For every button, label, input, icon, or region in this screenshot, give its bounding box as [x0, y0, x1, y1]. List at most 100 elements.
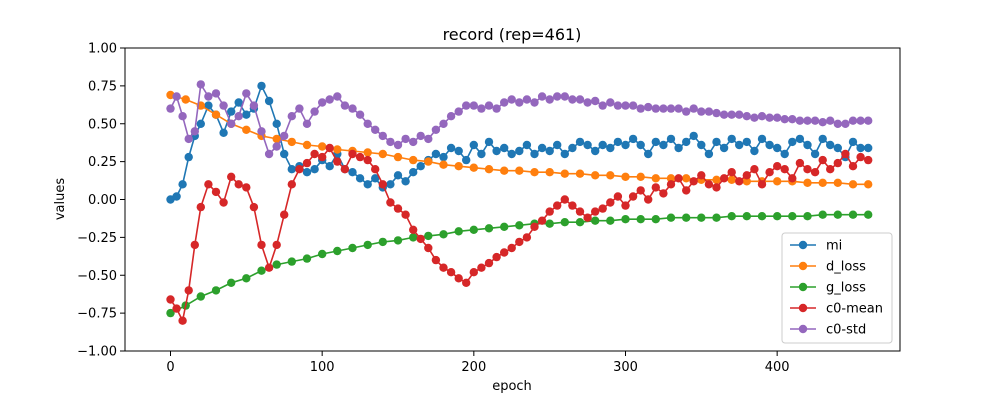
- data-point-mi: [651, 137, 660, 147]
- data-point-mi: [864, 143, 873, 153]
- data-point-c0-std: [682, 107, 691, 116]
- data-point-mi: [530, 149, 539, 159]
- data-point-c0-std: [318, 98, 327, 107]
- data-point-d_loss: [424, 157, 433, 166]
- data-point-mi: [484, 137, 494, 147]
- data-point-mi: [401, 177, 410, 186]
- data-point-c0-mean: [196, 202, 205, 212]
- data-point-mi: [477, 149, 486, 159]
- data-point-c0-mean: [666, 180, 676, 189]
- data-point-c0-std: [310, 107, 319, 116]
- data-point-c0-std: [833, 119, 842, 128]
- data-point-c0-mean: [560, 195, 569, 204]
- data-point-mi: [682, 137, 691, 147]
- data-point-c0-mean: [628, 192, 638, 201]
- data-point-mi: [621, 140, 630, 150]
- legend-label: g_loss: [826, 281, 866, 296]
- data-point-d_loss: [666, 174, 676, 183]
- data-point-d_loss: [378, 149, 387, 159]
- data-point-c0-mean: [454, 274, 463, 283]
- plot-area: [166, 80, 873, 325]
- data-point-c0-std: [712, 108, 721, 118]
- data-point-c0-std: [242, 89, 251, 98]
- data-point-g_loss: [545, 219, 554, 228]
- data-point-c0-std: [172, 92, 181, 101]
- data-point-c0-mean: [537, 216, 547, 225]
- data-point-c0-std: [211, 89, 221, 98]
- y-tick-label: 0.00: [88, 193, 117, 208]
- data-point-mi: [469, 140, 478, 150]
- data-point-d_loss: [409, 155, 418, 165]
- data-point-mi: [742, 137, 751, 147]
- data-point-c0-mean: [727, 168, 736, 177]
- x-tick-label: 200: [461, 360, 486, 375]
- data-point-g_loss: [378, 237, 387, 247]
- data-point-c0-mean: [553, 201, 562, 210]
- data-point-c0-std: [204, 92, 213, 101]
- data-point-c0-mean: [810, 168, 820, 177]
- data-point-c0-mean: [500, 248, 509, 257]
- data-point-mi: [666, 134, 676, 144]
- data-point-d_loss: [318, 142, 327, 151]
- data-point-d_loss: [651, 174, 660, 183]
- data-point-c0-std: [219, 101, 228, 110]
- y-tick-label: −0.25: [77, 231, 117, 246]
- data-point-g_loss: [227, 278, 236, 287]
- data-point-c0-std: [644, 102, 653, 112]
- data-point-c0-std: [575, 95, 585, 104]
- data-point-c0-std: [257, 127, 266, 136]
- data-point-mi: [386, 180, 395, 189]
- data-point-c0-mean: [750, 165, 759, 174]
- data-point-mi: [780, 149, 789, 159]
- series-mi: [166, 81, 873, 204]
- data-point-mi: [818, 134, 827, 144]
- data-point-c0-mean: [166, 295, 175, 304]
- data-point-c0-mean: [393, 204, 403, 213]
- data-point-mi: [606, 143, 615, 153]
- data-point-mi: [325, 162, 334, 171]
- data-point-g_loss: [409, 233, 418, 242]
- data-point-c0-std: [424, 134, 433, 144]
- data-point-mi: [628, 134, 638, 144]
- data-point-c0-std: [234, 112, 243, 121]
- data-point-d_loss: [742, 177, 751, 186]
- data-point-c0-mean: [682, 186, 691, 195]
- data-point-c0-mean: [522, 233, 532, 242]
- y-tick-label: 0.25: [88, 155, 117, 170]
- data-point-c0-mean: [431, 255, 441, 265]
- data-point-c0-std: [636, 104, 645, 113]
- data-point-c0-mean: [568, 201, 577, 210]
- data-point-c0-std: [196, 80, 205, 89]
- data-point-mi: [765, 140, 774, 150]
- data-point-mi: [242, 110, 251, 119]
- data-point-c0-mean: [264, 263, 274, 272]
- x-tick-label: 300: [613, 360, 638, 375]
- data-point-mi: [264, 96, 274, 106]
- data-point-d_loss: [469, 163, 478, 172]
- data-point-c0-mean: [636, 186, 645, 195]
- data-point-c0-mean: [598, 204, 607, 213]
- data-point-mi: [598, 140, 607, 150]
- data-point-g_loss: [424, 231, 433, 241]
- data-point-c0-mean: [773, 162, 782, 171]
- x-tick-label: 400: [765, 360, 790, 375]
- data-point-c0-std: [841, 119, 850, 128]
- data-point-mi: [856, 143, 865, 153]
- data-point-mi: [537, 143, 547, 153]
- data-point-c0-mean: [856, 152, 865, 162]
- data-point-c0-mean: [477, 263, 486, 272]
- data-point-d_loss: [439, 160, 448, 169]
- data-point-d_loss: [500, 166, 509, 175]
- data-point-g_loss: [302, 254, 312, 263]
- data-point-g_loss: [666, 213, 676, 222]
- data-point-c0-mean: [424, 243, 433, 253]
- data-point-c0-mean: [818, 155, 827, 165]
- data-point-c0-std: [264, 149, 274, 159]
- data-point-d_loss: [363, 148, 372, 157]
- data-point-mi: [810, 149, 820, 159]
- data-point-g_loss: [818, 210, 827, 219]
- data-point-mi: [697, 140, 706, 150]
- data-point-mi: [204, 101, 213, 110]
- data-point-c0-mean: [848, 162, 858, 171]
- data-point-c0-std: [333, 92, 342, 101]
